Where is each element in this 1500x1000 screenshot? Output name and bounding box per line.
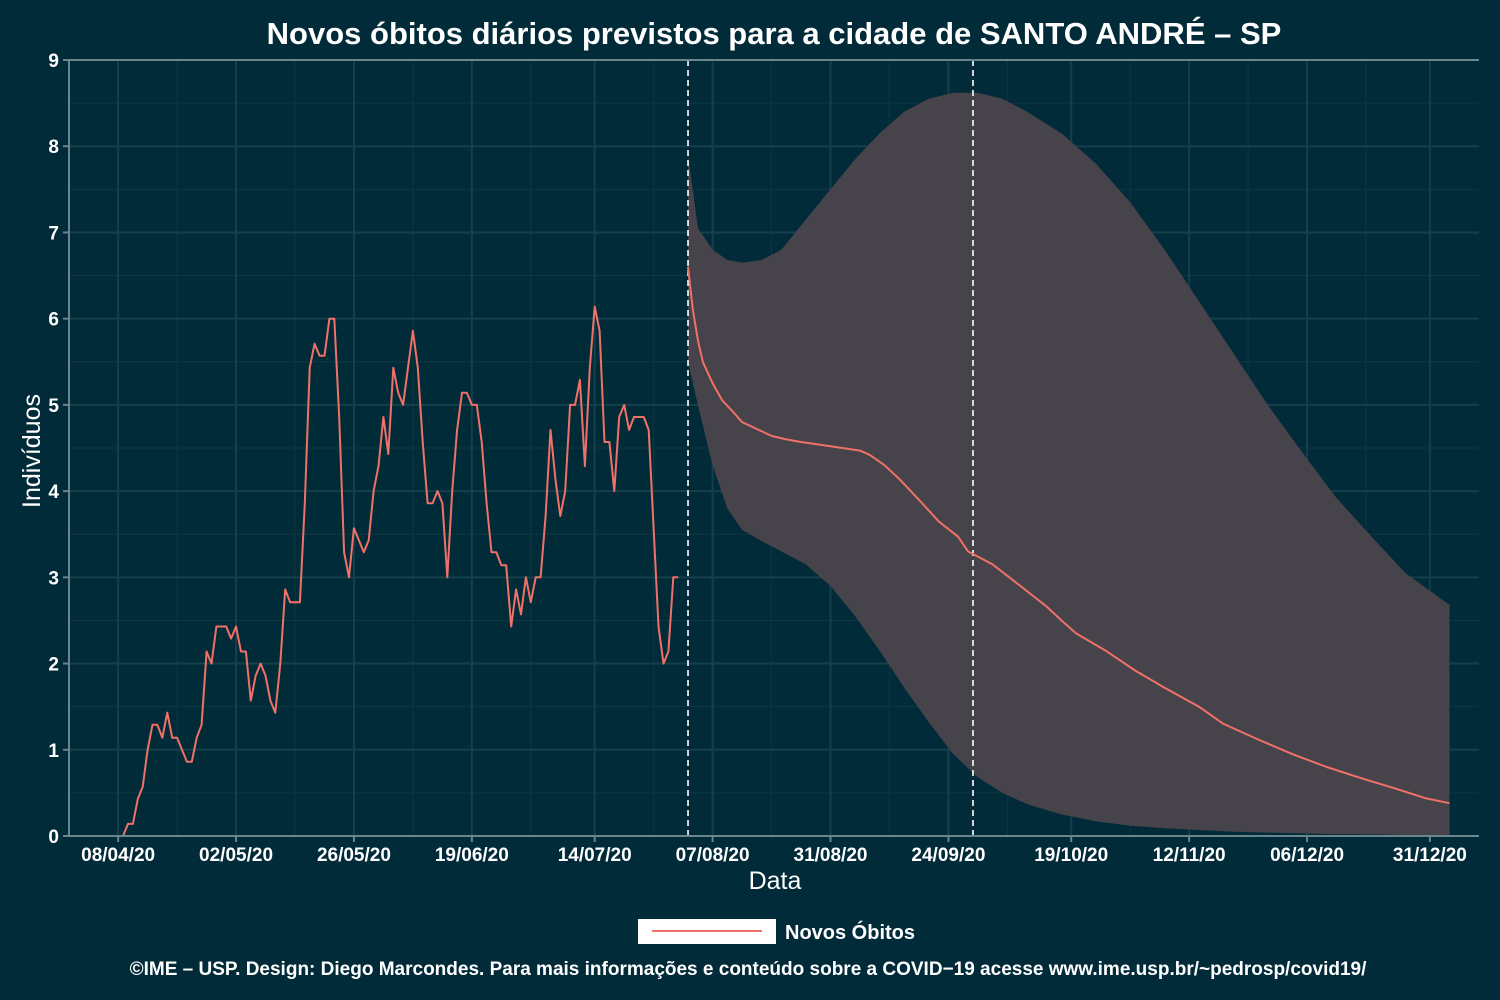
x-tick-label: 24/09/20 xyxy=(911,845,985,866)
y-tick-label: 4 xyxy=(48,482,59,503)
x-axis-title: Data xyxy=(749,867,802,895)
x-tick-label: 26/05/20 xyxy=(317,845,391,866)
chart-title: Novos óbitos diários previstos para a ci… xyxy=(267,16,1282,51)
y-axis-title: Indivíduos xyxy=(18,394,46,508)
caption: ©IME – USP. Design: Diego Marcondes. Par… xyxy=(130,959,1367,980)
x-tick-label: 12/11/20 xyxy=(1153,845,1226,866)
x-tick-label: 31/12/20 xyxy=(1393,845,1467,866)
y-tick-label: 5 xyxy=(48,396,59,417)
x-tick-label: 06/12/20 xyxy=(1270,845,1344,866)
confidence-band xyxy=(688,92,1450,836)
series-layer xyxy=(118,266,1450,837)
legend: Novos Óbitos xyxy=(638,919,915,944)
x-tick-label: 19/06/20 xyxy=(435,845,509,866)
series-line xyxy=(687,266,1450,805)
x-tick-label: 19/10/20 xyxy=(1034,845,1108,866)
y-tick-label: 0 xyxy=(48,827,59,848)
axis-layer: 0 1 2 3 4 5 6 7 8 9 08/04/20 02/05/20 26/05/20 19/06/… xyxy=(48,51,1479,866)
x-tick-label: 14/07/20 xyxy=(558,845,632,866)
y-tick-label: 3 xyxy=(48,568,59,589)
band-layer xyxy=(688,92,1450,836)
legend-label: Novos Óbitos xyxy=(785,920,915,944)
x-tick-label: 31/08/20 xyxy=(794,845,868,866)
y-tick-label: 8 xyxy=(48,137,59,158)
y-tick-label: 2 xyxy=(48,655,59,676)
y-tick-label: 6 xyxy=(48,310,59,331)
x-tick-label: 07/08/20 xyxy=(676,845,750,866)
x-tick-label: 08/04/20 xyxy=(81,845,155,866)
y-tick-label: 9 xyxy=(48,51,59,72)
x-tick-label: 02/05/20 xyxy=(199,845,273,866)
y-tick-label: 7 xyxy=(48,223,59,244)
y-tick-label: 1 xyxy=(48,741,59,762)
series-line xyxy=(118,305,679,837)
